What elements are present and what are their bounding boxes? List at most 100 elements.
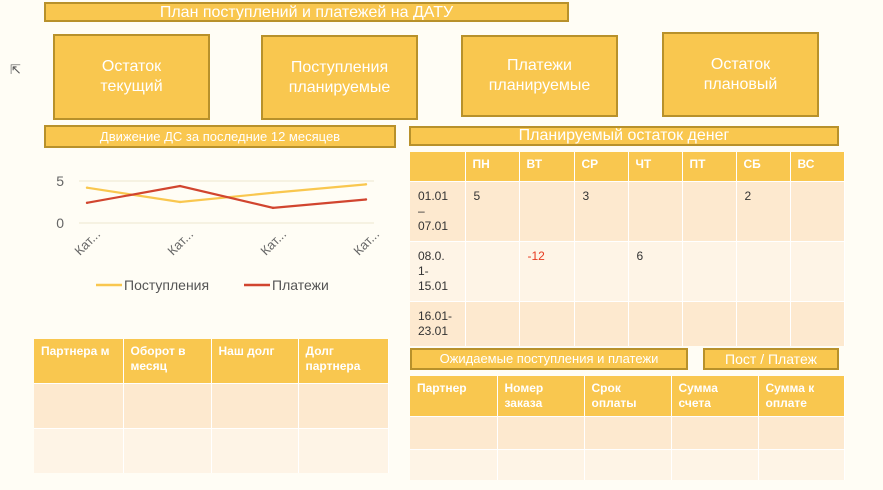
table-cell — [211, 382, 299, 428]
card-planned-balance[interactable]: Остаток плановый — [662, 32, 819, 117]
col-header-sat: СБ — [736, 152, 791, 181]
period-cell: 01.01 – 07.01 — [410, 180, 466, 241]
table-cell — [298, 382, 389, 428]
table-cell — [790, 240, 845, 301]
mouse-cursor-icon: ⇱ — [10, 62, 21, 77]
col-header-amount-to-pay: Сумма к оплате — [758, 376, 845, 417]
table-cell — [671, 416, 759, 450]
col-header-order-number: Номер заказа — [497, 376, 585, 417]
table-cell — [519, 300, 575, 346]
period-cell: 08.0. 1- 15.01 — [410, 240, 466, 301]
col-header-turnover: Оборот в месяц — [123, 339, 212, 383]
col-header-our-debt: Наш долг — [211, 339, 299, 383]
data-point — [364, 183, 368, 186]
series-line-1 — [86, 183, 367, 204]
card-planned-payments[interactable]: Платежи планируемые — [461, 35, 618, 117]
table-cell — [790, 300, 845, 346]
data-point — [271, 191, 275, 194]
section-title-planned-balance: Планируемый остаток денег — [409, 126, 839, 146]
table-cell — [671, 449, 759, 480]
card-planned-income[interactable]: Поступления планируемые — [261, 35, 418, 120]
table-cell — [34, 427, 124, 473]
data-point — [85, 201, 89, 205]
x-tick-label: Кат... — [257, 227, 289, 259]
table-cell — [519, 180, 575, 241]
table-cell — [736, 240, 791, 301]
table-cell — [574, 300, 629, 346]
data-point — [85, 186, 89, 189]
data-point — [271, 206, 275, 210]
y-tick-label: 5 — [56, 173, 64, 189]
table-row — [34, 427, 389, 473]
table-cell — [628, 300, 683, 346]
table-cell: 6 — [628, 240, 683, 301]
col-header-wed: СР — [574, 152, 629, 181]
table-cell: 2 — [736, 180, 791, 241]
col-header-partner: Партнера м — [34, 339, 124, 383]
table-cell — [736, 300, 791, 346]
col-header-fri: ПТ — [682, 152, 737, 181]
table-cell — [465, 240, 520, 301]
table-cell — [574, 240, 629, 301]
partners-table: Партнера м Оборот в месяц Наш долг Долг … — [34, 339, 389, 473]
card-label: Платежи планируемые — [488, 57, 591, 94]
table-cell — [298, 427, 389, 473]
col-header-thu: ЧТ — [628, 152, 683, 181]
table-cell — [497, 449, 585, 480]
card-label: Поступления планируемые — [288, 58, 391, 96]
data-point — [178, 184, 182, 188]
col-header-partner-debt: Долг партнера — [298, 339, 389, 383]
table-row: 01.01 – 07.01 5 3 2 — [410, 180, 845, 241]
table-cell — [758, 416, 845, 450]
table-cell — [34, 382, 124, 428]
table-cell: 3 — [574, 180, 629, 241]
data-point — [178, 200, 182, 204]
col-header-sun: ВС — [790, 152, 845, 181]
x-tick-label: Кат... — [71, 227, 103, 259]
table-cell — [682, 180, 737, 241]
y-tick-label: 0 — [56, 215, 64, 231]
legend-label: Поступления — [124, 277, 209, 293]
col-header-tue: ВТ — [519, 152, 575, 181]
income-payment-toggle[interactable]: Пост / Платеж — [703, 348, 839, 370]
table-cell — [410, 449, 498, 480]
table-cell — [497, 416, 585, 450]
series-line-2 — [86, 184, 367, 209]
table-cell: 5 — [465, 180, 520, 241]
card-label: Остаток плановый — [703, 55, 778, 93]
period-cell: 16.01- 23.01 — [410, 300, 466, 346]
x-tick-label: Кат... — [164, 227, 196, 259]
card-label: Остаток текущий — [100, 58, 163, 95]
table-cell — [790, 180, 845, 241]
table-cell — [465, 300, 520, 346]
table-row — [34, 382, 389, 428]
legend-label: Платежи — [272, 277, 329, 293]
page-title: План поступлений и платежей на ДАТУ — [44, 2, 569, 22]
table-cell — [682, 240, 737, 301]
col-header-period — [410, 152, 466, 181]
table-cell — [123, 382, 212, 428]
table-cell — [211, 427, 299, 473]
table-cell — [584, 449, 672, 480]
col-header-mon: ПН — [465, 152, 520, 181]
table-cell: -12 — [519, 240, 575, 301]
col-header-invoice-amount: Сумма счета — [671, 376, 759, 417]
col-header-partner: Партнер — [410, 376, 498, 417]
section-title-movement: Движение ДС за последние 12 месяцев — [44, 125, 396, 148]
col-header-due-date: Срок оплаты — [584, 376, 672, 417]
table-row — [410, 416, 845, 450]
table-row: 16.01- 23.01 — [410, 300, 845, 346]
table-row — [410, 449, 845, 480]
table-cell — [682, 300, 737, 346]
table-cell — [628, 180, 683, 241]
section-title-expected: Ожидаемые поступления и платежи — [410, 348, 688, 370]
week-table: ПН ВТ СР ЧТ ПТ СБ ВС 01.01 – 07.01 5 3 2… — [410, 152, 845, 346]
table-cell — [123, 427, 212, 473]
data-point — [364, 198, 368, 201]
table-cell — [584, 416, 672, 450]
table-cell — [410, 416, 498, 450]
x-tick-label: Кат... — [350, 227, 382, 259]
table-cell — [758, 449, 845, 480]
table-row: 08.0. 1- 15.01 -12 6 — [410, 240, 845, 301]
card-current-balance[interactable]: Остаток текущий — [53, 34, 210, 120]
